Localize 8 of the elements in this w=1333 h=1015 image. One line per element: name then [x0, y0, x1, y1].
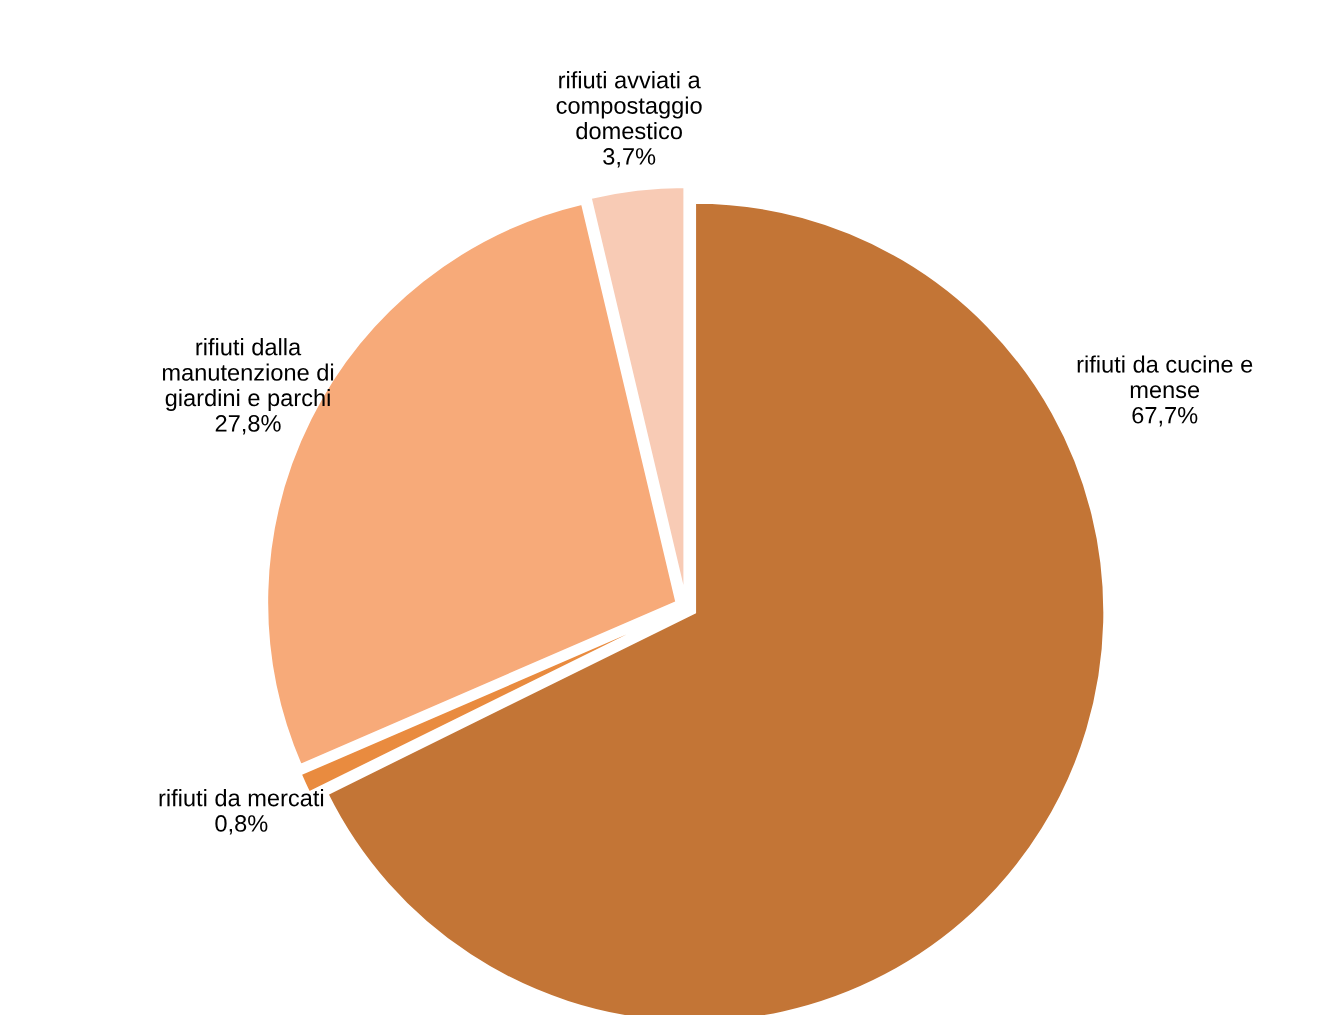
slice-label: rifiuti dalla manutenzione di giardini e parchi: [162, 338, 334, 411]
slice-label: rifiuti avviati a compostaggio domestico: [556, 71, 702, 140]
data-label: 67,7%: [1132, 406, 1198, 427]
data-label: 0,8%: [215, 815, 268, 835]
data-label: 3,7%: [603, 148, 656, 168]
data-label: 27,8%: [215, 415, 281, 435]
slice-label: rifiuti da mercati: [159, 789, 324, 807]
slice-label: rifiuti da cucine e mense: [1077, 355, 1253, 399]
